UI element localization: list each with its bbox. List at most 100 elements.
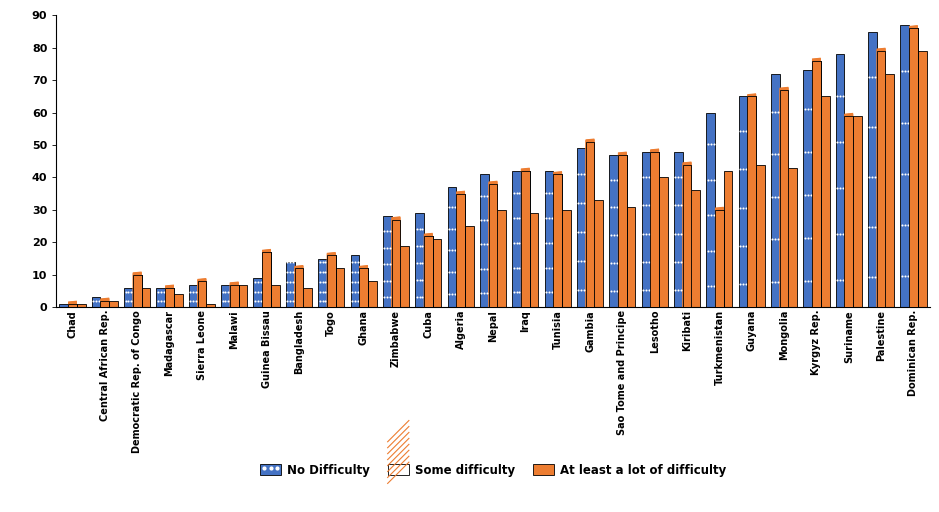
- Bar: [674, 152, 683, 307]
- Bar: [909, 28, 917, 307]
- Bar: [789, 168, 797, 307]
- Bar: [415, 213, 423, 307]
- Bar: [530, 213, 538, 307]
- Bar: [197, 281, 207, 307]
- Bar: [498, 210, 506, 307]
- Bar: [715, 210, 724, 307]
- Bar: [844, 116, 854, 307]
- Bar: [618, 155, 626, 307]
- Bar: [779, 90, 789, 307]
- Bar: [77, 304, 85, 307]
- Bar: [877, 51, 885, 307]
- Bar: [715, 210, 724, 307]
- Bar: [456, 194, 465, 307]
- Bar: [383, 217, 392, 307]
- Bar: [465, 226, 474, 307]
- Bar: [100, 301, 109, 307]
- Bar: [512, 171, 521, 307]
- Bar: [480, 174, 488, 307]
- Bar: [812, 61, 821, 307]
- Bar: [885, 74, 894, 307]
- Bar: [69, 304, 77, 307]
- Bar: [132, 275, 142, 307]
- Bar: [779, 90, 789, 307]
- Bar: [433, 239, 441, 307]
- Bar: [295, 268, 303, 307]
- Bar: [659, 178, 668, 307]
- Bar: [909, 28, 917, 307]
- Bar: [400, 246, 409, 307]
- Bar: [747, 96, 756, 307]
- Bar: [868, 32, 877, 307]
- Bar: [207, 304, 215, 307]
- Bar: [618, 155, 626, 307]
- Bar: [836, 54, 844, 307]
- Bar: [586, 142, 594, 307]
- Bar: [69, 304, 77, 307]
- Bar: [318, 259, 327, 307]
- Bar: [197, 281, 207, 307]
- Bar: [756, 164, 765, 307]
- Bar: [739, 96, 747, 307]
- Bar: [295, 268, 303, 307]
- Bar: [747, 96, 756, 307]
- Bar: [392, 220, 400, 307]
- Bar: [691, 190, 700, 307]
- Bar: [812, 61, 821, 307]
- Bar: [360, 268, 368, 307]
- Bar: [562, 210, 571, 307]
- Bar: [157, 288, 165, 307]
- Bar: [626, 207, 636, 307]
- Bar: [174, 294, 183, 307]
- Bar: [521, 171, 530, 307]
- Bar: [683, 164, 691, 307]
- Bar: [448, 187, 456, 307]
- Bar: [100, 301, 109, 307]
- Bar: [271, 285, 280, 307]
- Bar: [877, 51, 885, 307]
- Bar: [917, 51, 927, 307]
- Bar: [254, 278, 262, 307]
- Bar: [423, 236, 433, 307]
- Bar: [488, 184, 498, 307]
- Bar: [368, 281, 377, 307]
- Bar: [854, 116, 862, 307]
- Bar: [821, 96, 829, 307]
- Bar: [618, 155, 626, 307]
- Bar: [360, 268, 368, 307]
- Bar: [724, 171, 732, 307]
- Bar: [651, 152, 659, 307]
- Bar: [262, 252, 271, 307]
- Bar: [423, 236, 433, 307]
- Bar: [69, 304, 77, 307]
- Bar: [142, 288, 150, 307]
- Bar: [553, 174, 562, 307]
- Bar: [230, 285, 239, 307]
- Bar: [165, 288, 174, 307]
- Bar: [594, 200, 603, 307]
- Bar: [545, 171, 553, 307]
- Bar: [747, 96, 756, 307]
- Bar: [651, 152, 659, 307]
- Bar: [651, 152, 659, 307]
- Bar: [230, 285, 239, 307]
- Bar: [488, 184, 498, 307]
- Bar: [715, 210, 724, 307]
- Bar: [488, 184, 498, 307]
- Bar: [165, 288, 174, 307]
- Bar: [812, 61, 821, 307]
- Bar: [132, 275, 142, 307]
- Bar: [553, 174, 562, 307]
- Bar: [132, 275, 142, 307]
- Bar: [335, 268, 345, 307]
- Bar: [456, 194, 465, 307]
- Bar: [230, 285, 239, 307]
- Bar: [803, 71, 812, 307]
- Bar: [706, 113, 715, 307]
- Bar: [779, 90, 789, 307]
- Bar: [423, 236, 433, 307]
- Bar: [327, 255, 335, 307]
- Legend: No Difficulty, Some difficulty, At least a lot of difficulty: No Difficulty, Some difficulty, At least…: [255, 459, 731, 481]
- Bar: [197, 281, 207, 307]
- Bar: [392, 220, 400, 307]
